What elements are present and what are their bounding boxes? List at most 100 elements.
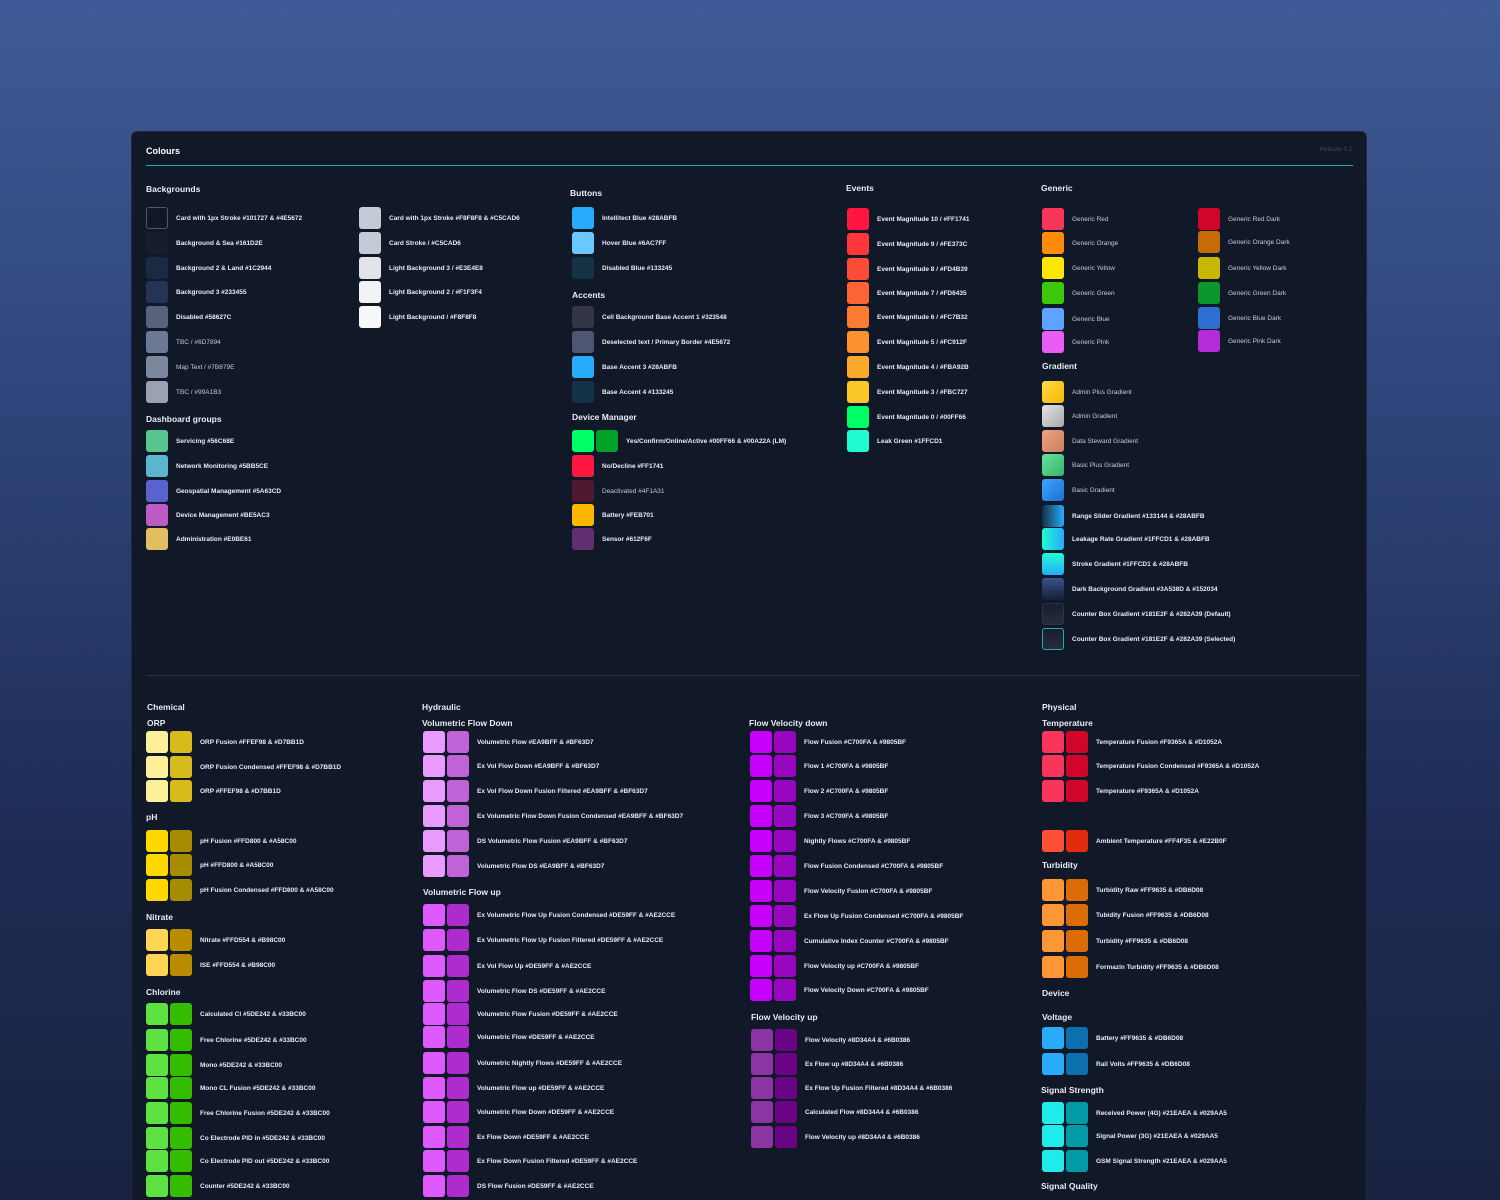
color-swatch [774, 955, 796, 977]
device-manager-swatch-row: Sensor #612F6F [572, 528, 652, 550]
generic-swatch-row: Generic Orange [1042, 232, 1118, 254]
color-swatch [447, 929, 469, 951]
device-manager-heading: Device Manager [572, 412, 637, 422]
swatch-label: Received Power (4G) #21EAEA & #029AA5 [1096, 1109, 1227, 1117]
dashboard-swatch-row: Administration #E0BE61 [146, 528, 252, 550]
swatch-label: Ex Flow up #8D34A4 & #6B0386 [805, 1060, 904, 1068]
swatch-label: Ex Flow Up Fusion Condensed #C700FA & #9… [804, 912, 964, 920]
swatch-label: Background 3 #233455 [176, 288, 247, 296]
color-swatch [1066, 1027, 1088, 1049]
vol-flow-up-swatch-row: Ex Flow Down #DE59FF & #AE2CCE [423, 1126, 589, 1148]
swatch-label: Basic Plus Gradient [1072, 461, 1130, 469]
vol-flow-up-swatch-row: Volumetric Flow DS #DE59FF & #AE2CCE [423, 980, 605, 1002]
color-swatch [146, 1003, 168, 1025]
swatch-label: Volumetric Flow Down #DE59FF & #AE2CCE [477, 1108, 615, 1116]
swatch-label: Disabled #58627C [176, 313, 232, 321]
color-swatch [1042, 755, 1064, 777]
swatch-label: Ex Flow Down #DE59FF & #AE2CCE [477, 1133, 589, 1141]
flow-vel-down-swatch-row: Flow 1 #C700FA & #9805BF [750, 755, 888, 777]
gradient-swatch-row: Admin Plus Gradient [1042, 381, 1132, 403]
color-swatch [1042, 454, 1064, 476]
swatch-label: Event Magnitude 9 / #FE373C [877, 240, 968, 248]
flow-vel-down-swatch-row: Flow Velocity up #C700FA & #9805BF [750, 955, 919, 977]
swatch-label: Battery #FF9635 & #DB6D08 [1096, 1034, 1184, 1042]
backgrounds-light-swatch-row: Light Background 3 / #E3E4E8 [359, 257, 483, 279]
flow-vel-up-swatch-row: Ex Flow up #8D34A4 & #6B0386 [751, 1053, 903, 1075]
color-swatch [572, 430, 594, 452]
swatch-label: Sensor #612F6F [602, 535, 652, 543]
swatch-label: Ex Vol Flow Down Fusion Filtered #EA9BFF… [477, 787, 648, 795]
color-swatch [170, 1127, 192, 1149]
color-swatch [146, 1175, 168, 1197]
color-swatch [170, 780, 192, 802]
color-swatch [775, 1029, 797, 1051]
chlorine-swatch-row: Free Chlorine #5DE242 & #33BC00 [146, 1029, 307, 1051]
vol-flow-up-swatch-row: Ex Flow Down Fusion Filtered #DE59FF & #… [423, 1150, 637, 1172]
backgrounds-swatch-row: Disabled #58627C [146, 306, 231, 328]
swatch-label: Event Magnitude 10 / #FF1741 [877, 215, 970, 223]
color-swatch [447, 1126, 469, 1148]
color-swatch [1042, 308, 1064, 330]
events-swatch-row: Event Magnitude 4 / #FBA92B [847, 356, 969, 378]
swatch-label: Device Management #BE5AC3 [176, 511, 270, 519]
events-heading: Events [846, 183, 874, 193]
color-swatch [423, 904, 445, 926]
swatch-label: Ex Volumetric Flow Up Fusion Filtered #D… [477, 936, 664, 944]
dashboard-swatch-row: Network Monitoring #5BB5CE [146, 455, 268, 477]
swatch-label: Network Monitoring #5BB5CE [176, 462, 269, 470]
color-swatch [774, 979, 796, 1001]
swatch-label: Generic Orange Dark [1228, 238, 1290, 246]
gradient-swatch-row: Range Slider Gradient #133144 & #28ABFB [1042, 505, 1205, 527]
color-swatch [146, 430, 168, 452]
swatch-label: Dark Background Gradient #3A538D & #1520… [1072, 585, 1218, 593]
color-swatch [146, 1127, 168, 1149]
swatch-label: Volumetric Flow DS #EA9BFF & #BF63D7 [477, 862, 605, 870]
swatch-label: Cumulative Index Counter #C700FA & #9805… [804, 937, 949, 945]
title-divider [146, 165, 1353, 166]
backgrounds-light-swatch-row: Light Background 2 / #F1F3F4 [359, 281, 482, 303]
generic-swatch-row: Generic Red [1042, 208, 1109, 230]
color-swatch [847, 258, 869, 280]
color-swatch [1042, 578, 1064, 600]
color-swatch [572, 381, 594, 403]
swatch-label: Admin Gradient [1072, 412, 1118, 420]
flow-vel-down-swatch-row: Flow Velocity Down #C700FA & #9805BF [750, 979, 929, 1001]
swatch-label: Deactivated #4F1A31 [602, 487, 665, 495]
backgrounds-light-swatch-row: Light Background / #F8F8F8 [359, 306, 476, 328]
chlorine-swatch-row: Calculated Cl #5DE242 & #33BC00 [146, 1003, 306, 1025]
color-swatch [1042, 282, 1064, 304]
gradient-swatch-row: Basic Gradient [1042, 479, 1115, 501]
swatch-label: DS Flow Fusion #DE59FF & #AE2CCE [477, 1182, 594, 1190]
generic-dark-swatch-row: Generic Red Dark [1198, 208, 1280, 230]
swatch-label: Signal Power (3G) #21EAEA & #029AA5 [1096, 1132, 1218, 1140]
swatch-label: Generic Yellow Dark [1228, 264, 1287, 272]
color-swatch [1066, 755, 1088, 777]
voltage-swatch-row: Battery #FF9635 & #DB6D08 [1042, 1027, 1183, 1049]
swatch-label: Background 2 & Land #1C2944 [176, 264, 272, 272]
swatch-label: Card with 1px Stroke #101727 & #4E5672 [176, 214, 303, 222]
gradient-swatch-row: Stroke Gradient #1FFCD1 & #28ABFB [1042, 553, 1188, 575]
swatch-label: Co Electrode PID out #5DE242 & #33BC00 [200, 1157, 330, 1165]
color-swatch [146, 504, 168, 526]
vol-flow-up-swatch-row: Volumetric Nightly Flows #DE59FF & #AE2C… [423, 1052, 622, 1074]
color-swatch [847, 430, 869, 452]
color-swatch [750, 855, 772, 877]
orp-swatch-row: ORP Fusion Condensed #FFEF98 & #D7BB1D [146, 756, 341, 778]
chlorine-swatch-row: Mono CL Fusion #5DE242 & #33BC00 [146, 1077, 315, 1099]
color-swatch [447, 805, 469, 827]
events-swatch-row: Event Magnitude 10 / #FF1741 [847, 208, 969, 230]
swatch-label: Stroke Gradient #1FFCD1 & #28ABFB [1072, 560, 1188, 568]
color-swatch [751, 1101, 773, 1123]
color-swatch [423, 980, 445, 1002]
color-swatch [146, 1054, 168, 1076]
swatch-label: Card Stroke / #C5CAD6 [389, 239, 461, 247]
color-swatch [359, 281, 381, 303]
color-swatch [1042, 956, 1064, 978]
flow-vel-down-swatch-row: Ex Flow Up Fusion Condensed #C700FA & #9… [750, 905, 963, 927]
gradient-heading: Gradient [1042, 361, 1077, 371]
section-divider [146, 675, 1360, 676]
events-swatch-row: Event Magnitude 9 / #FE373C [847, 233, 967, 255]
color-swatch [423, 755, 445, 777]
backgrounds-light-swatch-row: Card with 1px Stroke #F8F8F8 & #C5CAD6 [359, 207, 520, 229]
color-swatch [359, 232, 381, 254]
